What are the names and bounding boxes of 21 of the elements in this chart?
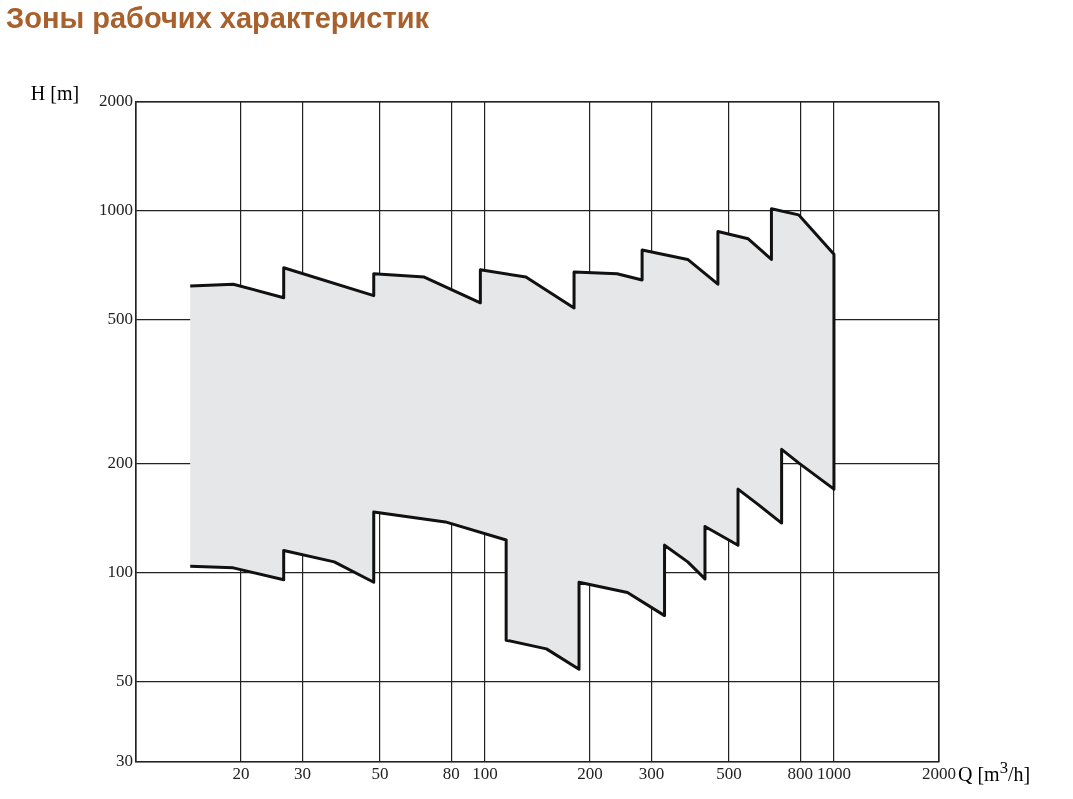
x-tick-label: 80: [442, 764, 460, 784]
y-tick-label: 50: [116, 670, 133, 690]
x-tick-label: 50: [371, 764, 389, 784]
y-axis-title: H [m]: [30, 82, 80, 104]
x-tick-label: 20: [232, 764, 250, 784]
x-tick-label: 100: [472, 764, 498, 784]
y-tick-label: 1000: [99, 200, 133, 220]
x-tick-label: 200: [577, 764, 603, 784]
chart-title: Зоны рабочих характеристик: [6, 2, 429, 35]
x-tick-label: 500: [716, 764, 742, 784]
y-tick-label: 500: [107, 309, 133, 329]
y-tick-label: 30: [116, 751, 133, 771]
y-tick-label: 2000: [99, 91, 133, 111]
y-tick-label: 200: [107, 453, 133, 473]
x-axis-title: Q [m$^{3}$/h]: [958, 758, 1031, 786]
x-tick-label: 300: [638, 764, 665, 784]
x-tick-label: 1000: [816, 764, 851, 784]
x-tick-label: 800: [787, 764, 813, 784]
x-tick-label: 2000: [922, 764, 956, 784]
x-tick-label: 30: [294, 764, 311, 784]
y-tick-label: 100: [107, 561, 133, 581]
